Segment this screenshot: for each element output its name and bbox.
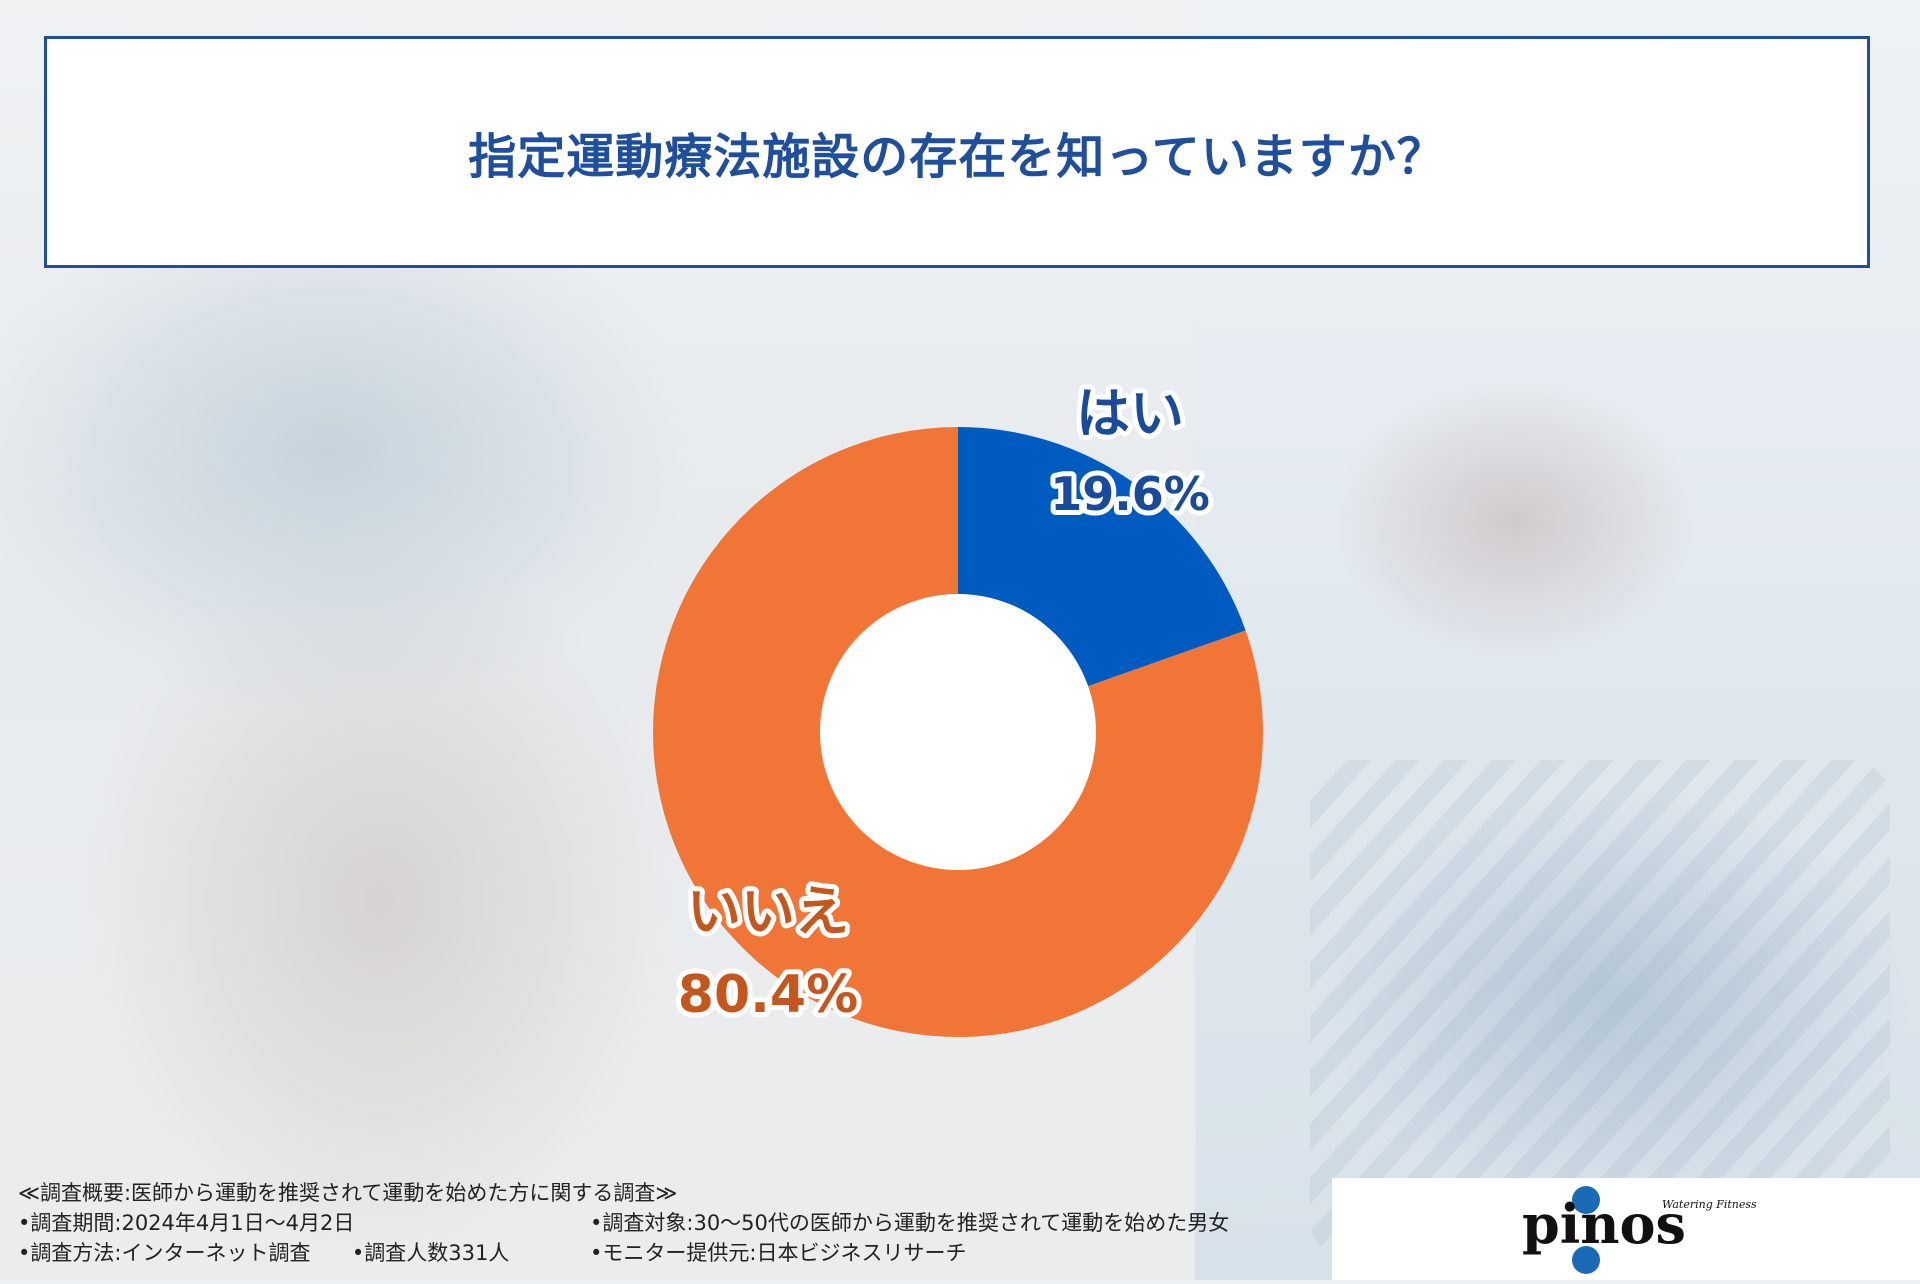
title-box: 指定運動療法施設の存在を知っていますか？ — [44, 36, 1870, 268]
survey-target: •調査対象:30〜50代の医師から運動を推奨されて運動を始めた男女 — [590, 1211, 1230, 1235]
survey-period: •調査期間:2024年4月1日〜4月2日 — [18, 1211, 355, 1235]
lane-rope-decoration — [1310, 760, 1890, 1260]
pinos-logo-icon: pinos Watering Fitness — [1522, 1186, 1757, 1274]
survey-monitor: •モニター提供元:日本ビジネスリサーチ — [590, 1241, 967, 1265]
logo-dot-bottom — [1572, 1246, 1600, 1274]
survey-heading: ≪調査概要:医師から運動を推奨されて運動を始めた方に関する調査≫ — [18, 1181, 678, 1205]
brand-logo: pinos Watering Fitness — [1332, 1178, 1920, 1280]
logo-tagline: Watering Fitness — [1662, 1198, 1757, 1211]
slice-value-yes: 19.6% — [1050, 467, 1210, 521]
slice-value-no: 80.4% — [678, 965, 858, 1025]
chart-title: 指定運動療法施設の存在を知っていますか？ — [468, 129, 1446, 185]
donut-hole — [820, 594, 1096, 870]
slice-label-no: いいえ — [687, 880, 849, 943]
survey-summary: ≪調査概要:医師から運動を推奨されて運動を始めた方に関する調査≫ •調査期間:2… — [18, 1178, 1318, 1268]
logo-dot-top — [1572, 1186, 1600, 1214]
logo-wordmark: pinos — [1522, 1192, 1686, 1256]
survey-count: •調査人数331人 — [351, 1241, 510, 1265]
survey-method: •調査方法:インターネット調査 — [18, 1241, 311, 1265]
donut-labels: はい 19.6% いいえ 80.4% — [673, 377, 1215, 1030]
slice-label-yes: はい — [1076, 382, 1184, 445]
